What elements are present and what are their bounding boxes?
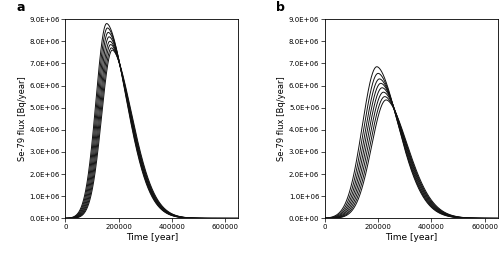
- X-axis label: Time [year]: Time [year]: [385, 233, 438, 242]
- Y-axis label: Se-79 flux [Bq/year]: Se-79 flux [Bq/year]: [277, 76, 286, 161]
- X-axis label: Time [year]: Time [year]: [126, 233, 178, 242]
- Y-axis label: Se-79 flux [Bq/year]: Se-79 flux [Bq/year]: [18, 76, 27, 161]
- Text: b: b: [277, 1, 285, 14]
- Text: a: a: [17, 1, 26, 14]
